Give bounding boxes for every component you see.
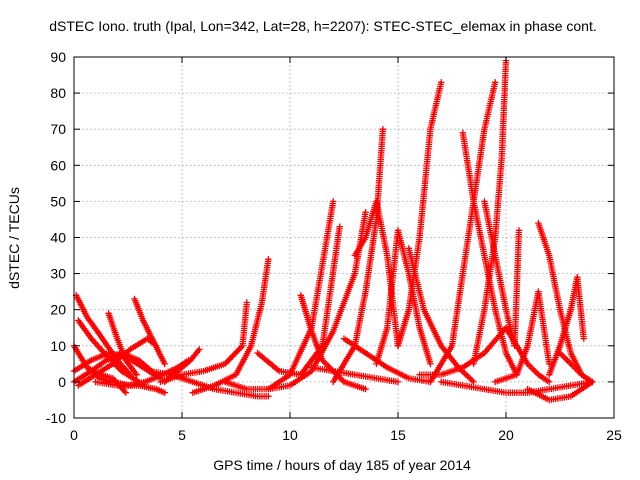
data-arc [438,378,596,396]
y-axis-label: dSTEC / TECUs [6,187,22,289]
y-tick-label: 40 [50,230,66,246]
y-tick-label: 90 [50,49,66,65]
data-points [373,227,434,368]
data-arc [340,335,434,386]
y-tick-label: 20 [50,302,66,318]
y-tick-label: 0 [58,374,66,390]
data-points [340,335,434,386]
data-points [405,245,477,386]
data-points [157,299,250,386]
data-arc [556,349,596,386]
data-arc [254,223,343,378]
data-arc [459,129,520,378]
data-points [83,364,129,396]
data-points [492,288,553,386]
data-arc [157,299,250,386]
x-axis-label: GPS time / hours of day 185 of year 2014 [213,457,471,473]
data-points [351,198,402,349]
data-arc [427,79,499,386]
y-tick-label: 50 [50,193,66,209]
data-arc [492,288,553,386]
data-points [254,223,343,378]
data-arc [351,198,402,349]
data-points [427,79,499,386]
data-points [556,349,596,386]
data-points [265,209,369,393]
data-points [131,295,168,368]
data-arc [330,126,387,386]
data-points [394,79,445,349]
data-arc [297,292,369,393]
y-tick-label: 30 [50,266,66,282]
x-tick-label: 5 [178,427,186,443]
data-arc [308,364,402,386]
data-arc [222,198,337,393]
data-arc [373,227,434,368]
data-points [330,126,387,386]
data-arc [189,256,272,396]
x-tick-label: 20 [498,427,514,443]
data-points [308,364,402,386]
data-points [470,57,510,368]
data-series [70,57,596,404]
data-arc [83,364,129,396]
y-tick-label: 10 [50,338,66,354]
data-points [189,256,272,396]
data-points [297,292,369,393]
x-tick-label: 0 [70,427,78,443]
y-tick-label: 70 [50,121,66,137]
data-arc [546,274,587,378]
data-points [105,310,140,378]
data-points [546,274,587,378]
data-arc [105,310,140,378]
x-tick-label: 10 [282,427,298,443]
data-points [459,129,520,378]
data-arc [470,57,510,368]
data-points [222,198,337,393]
chart-title: dSTEC Iono. truth (Ipal, Lon=342, Lat=28… [49,18,596,34]
data-arc [131,295,168,368]
data-arc [265,209,369,393]
data-points [438,378,596,396]
y-tick-label: 80 [50,85,66,101]
data-points [416,324,510,378]
x-tick-label: 15 [390,427,406,443]
y-tick-label: 60 [50,157,66,173]
data-arc [405,245,477,386]
data-arc [416,324,510,378]
data-arc [394,79,445,349]
y-tick-label: -10 [46,410,66,426]
x-tick-label: 25 [606,427,622,443]
